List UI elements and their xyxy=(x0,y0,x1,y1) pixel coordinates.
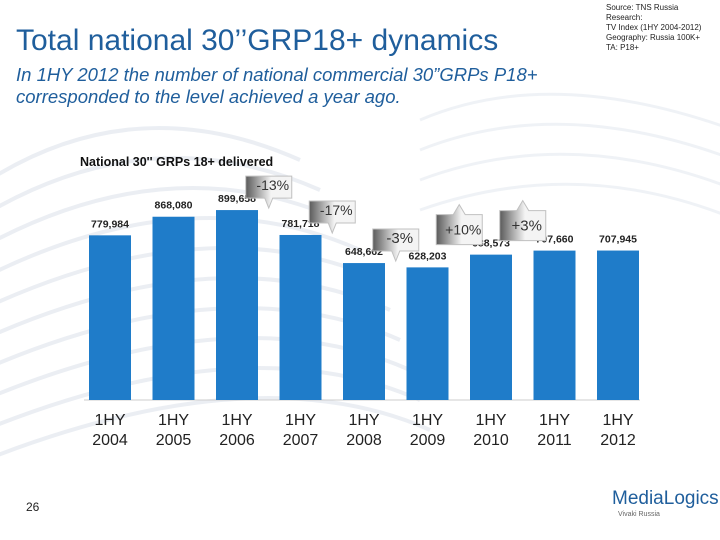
x-tick-label: 1HY xyxy=(602,412,633,429)
company-logo: MediaLogics Vivaki Russia xyxy=(612,488,719,518)
source-line: Geography: Russia 100K+ xyxy=(606,33,701,42)
source-line: Research: xyxy=(606,13,643,22)
source-line: TV Index (1HY 2004-2012) xyxy=(606,23,702,32)
change-label: -13% xyxy=(256,177,289,193)
x-tick-label: 2005 xyxy=(156,432,192,449)
x-tick-label: 2012 xyxy=(600,432,636,449)
change-label: -17% xyxy=(320,202,353,218)
change-callout xyxy=(499,199,547,242)
bar xyxy=(89,235,131,400)
slide-subtitle: In 1HY 2012 the number of national comme… xyxy=(16,64,538,107)
x-tick-label: 1HY xyxy=(539,412,570,429)
change-callout xyxy=(245,175,293,210)
x-tick-label: 1HY xyxy=(348,412,379,429)
change-callout xyxy=(308,200,356,235)
logo-text: MediaLogics xyxy=(612,488,719,509)
change-label: +3% xyxy=(512,218,542,235)
change-label: -3% xyxy=(386,230,413,247)
bar xyxy=(406,267,449,400)
data-label: 628,203 xyxy=(409,250,447,262)
bar xyxy=(533,250,576,400)
data-label: 779,984 xyxy=(91,218,129,230)
x-tick-label: 2009 xyxy=(410,432,446,449)
x-tick-label: 1HY xyxy=(475,412,506,429)
change-label: +10% xyxy=(445,222,481,238)
x-tick-label: 2004 xyxy=(92,432,128,449)
x-tick-label: 1HY xyxy=(412,412,443,429)
logo-subtext: Vivaki Russia xyxy=(618,511,660,518)
x-tick-label: 2006 xyxy=(219,432,255,449)
x-tick-label: 1HY xyxy=(285,412,316,429)
slide-title: Total national 30’’GRP18+ dynamics xyxy=(16,24,499,57)
x-tick-label: 1HY xyxy=(158,412,189,429)
source-note: Source: TNS Russia Research: TV Index (1… xyxy=(606,3,718,53)
change-callout xyxy=(435,203,483,246)
x-tick-label: 2008 xyxy=(346,432,382,449)
chart-title: National 30'' GRPs 18+ delivered xyxy=(80,155,274,169)
bar xyxy=(279,234,322,400)
page-number: 26 xyxy=(26,500,40,514)
x-tick-label: 1HY xyxy=(221,412,252,429)
source-line: Source: TNS Russia xyxy=(606,3,679,12)
bar xyxy=(343,263,385,400)
bar xyxy=(597,250,639,400)
x-tick-label: 1HY xyxy=(94,412,125,429)
bar xyxy=(216,210,258,400)
x-tick-label: 2007 xyxy=(283,432,319,449)
x-tick-label: 2011 xyxy=(537,432,572,449)
x-tick-label: 2010 xyxy=(473,432,509,449)
data-label: 707,945 xyxy=(599,234,637,246)
bar xyxy=(470,254,512,400)
bar xyxy=(152,216,195,400)
source-line: TA: P18+ xyxy=(606,43,639,52)
change-callout xyxy=(372,228,420,263)
data-label: 868,080 xyxy=(155,200,193,212)
